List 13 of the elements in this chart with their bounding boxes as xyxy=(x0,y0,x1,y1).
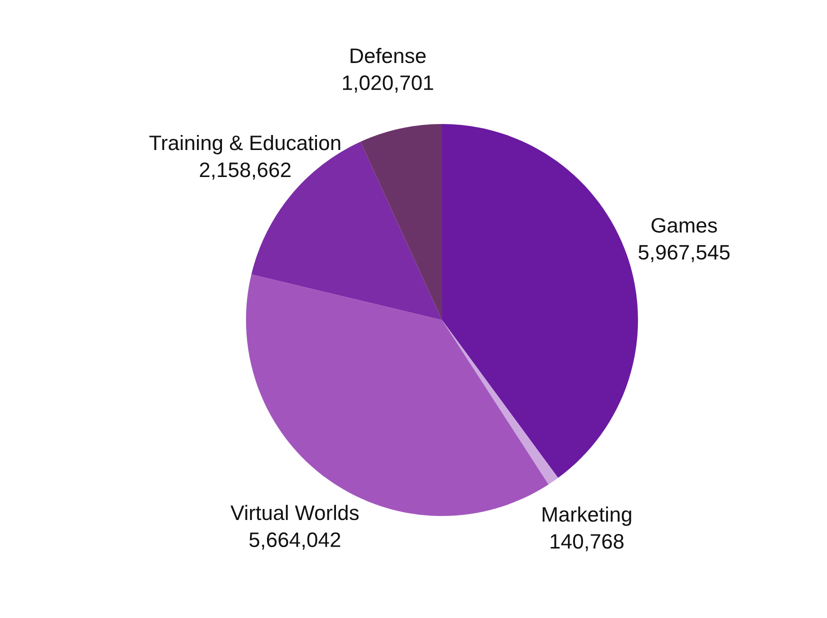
slice-label: Defense xyxy=(350,48,426,64)
slice-label: Games xyxy=(652,218,717,233)
pie-slice xyxy=(442,124,638,478)
data-label: 1,020,701 xyxy=(343,75,434,93)
data-label: 5,664,042 xyxy=(249,532,340,550)
slice-label: Training & Education xyxy=(149,134,340,154)
data-label: 5,967,545 xyxy=(638,244,730,262)
slice-label: Virtual Worlds xyxy=(230,504,359,520)
slice-label: Marketing xyxy=(542,506,632,526)
data-label: 2,158,662 xyxy=(200,162,291,180)
pie-slice xyxy=(360,124,442,320)
pie-slice xyxy=(442,320,558,485)
data-label: 140,768 xyxy=(550,534,624,552)
